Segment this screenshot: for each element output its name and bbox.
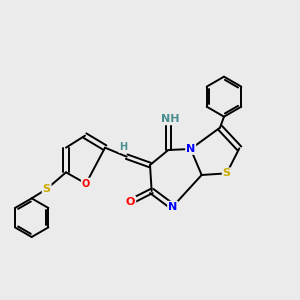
Text: NH: NH (161, 114, 179, 124)
Text: H: H (119, 142, 128, 152)
Text: O: O (82, 179, 90, 189)
Text: S: S (223, 168, 231, 178)
Text: S: S (43, 184, 51, 194)
Text: N: N (186, 144, 195, 154)
Text: N: N (168, 202, 177, 212)
Text: O: O (126, 197, 135, 207)
